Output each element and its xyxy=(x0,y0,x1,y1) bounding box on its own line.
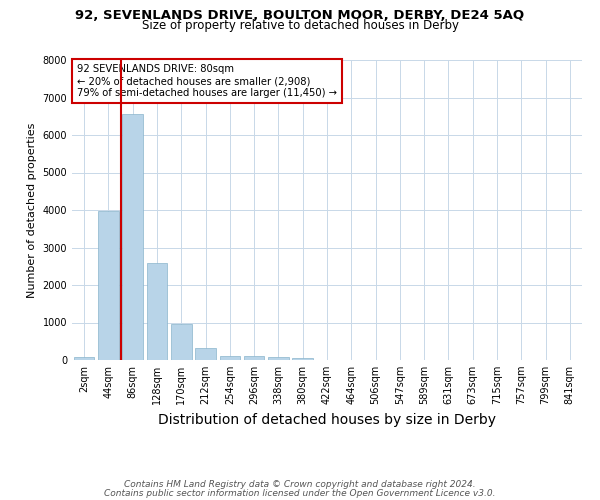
Bar xyxy=(268,358,289,360)
Bar xyxy=(195,348,216,360)
Text: Contains HM Land Registry data © Crown copyright and database right 2024.: Contains HM Land Registry data © Crown c… xyxy=(124,480,476,489)
Bar xyxy=(292,358,313,360)
Bar xyxy=(146,262,167,360)
Text: Size of property relative to detached houses in Derby: Size of property relative to detached ho… xyxy=(142,19,458,32)
Text: 92, SEVENLANDS DRIVE, BOULTON MOOR, DERBY, DE24 5AQ: 92, SEVENLANDS DRIVE, BOULTON MOOR, DERB… xyxy=(76,9,524,22)
Text: Contains public sector information licensed under the Open Government Licence v3: Contains public sector information licen… xyxy=(104,488,496,498)
Text: 92 SEVENLANDS DRIVE: 80sqm
← 20% of detached houses are smaller (2,908)
79% of s: 92 SEVENLANDS DRIVE: 80sqm ← 20% of deta… xyxy=(77,64,337,98)
Bar xyxy=(220,356,240,360)
Bar xyxy=(244,356,265,360)
Y-axis label: Number of detached properties: Number of detached properties xyxy=(27,122,37,298)
Bar xyxy=(171,324,191,360)
Bar xyxy=(122,114,143,360)
X-axis label: Distribution of detached houses by size in Derby: Distribution of detached houses by size … xyxy=(158,412,496,426)
Bar xyxy=(74,357,94,360)
Bar xyxy=(98,211,119,360)
